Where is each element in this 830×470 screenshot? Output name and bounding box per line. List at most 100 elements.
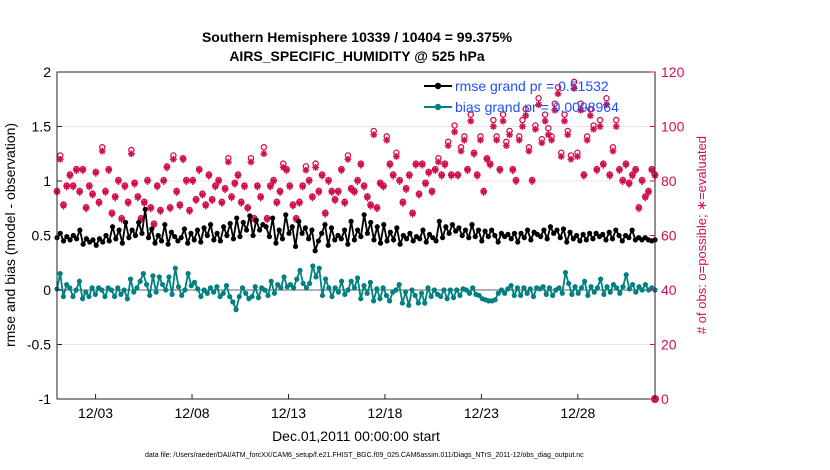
evaluated-obs-stroke bbox=[445, 142, 452, 149]
rmse-series-point bbox=[364, 230, 371, 236]
bias-series-point bbox=[633, 289, 639, 295]
bias-series-point bbox=[607, 289, 613, 295]
rmse-series-point bbox=[495, 239, 501, 245]
evaluated-obs-stroke bbox=[419, 161, 426, 168]
bias-series-point bbox=[431, 287, 437, 293]
evaluated-obs-point bbox=[399, 199, 407, 207]
evaluated-obs-stroke bbox=[144, 178, 151, 184]
evaluated-obs-stroke bbox=[199, 191, 206, 198]
rmse-series-point bbox=[158, 238, 165, 244]
rmse-series-point bbox=[606, 229, 612, 235]
bias-series-point bbox=[60, 293, 66, 300]
evaluated-obs-point bbox=[467, 117, 475, 125]
evaluated-obs-point bbox=[596, 123, 604, 130]
bias-series-point bbox=[383, 292, 389, 299]
rmse-series-point bbox=[201, 225, 207, 231]
bias-series-point bbox=[137, 278, 143, 284]
bias-series-point bbox=[332, 285, 338, 291]
evaluated-obs-stroke bbox=[209, 197, 216, 204]
bias-series-point bbox=[425, 285, 431, 291]
evaluated-obs-point bbox=[357, 161, 365, 169]
evaluated-obs-point bbox=[438, 172, 446, 179]
evaluated-obs-point bbox=[493, 136, 501, 144]
bias-series-point bbox=[582, 278, 588, 284]
evaluated-obs-point bbox=[231, 180, 239, 188]
bias-series-point bbox=[335, 289, 342, 295]
evaluated-obs-point bbox=[144, 177, 151, 185]
evaluated-obs-stroke bbox=[193, 197, 199, 204]
rmse-series-point bbox=[462, 227, 469, 233]
evaluated-obs-stroke bbox=[63, 183, 70, 190]
evaluated-obs-stroke bbox=[306, 178, 313, 184]
rmse-series-point bbox=[374, 224, 380, 230]
rmse-series-point bbox=[237, 233, 243, 240]
evaluated-obs-point bbox=[318, 172, 326, 179]
rmse-series-point bbox=[521, 235, 527, 241]
evaluated-obs-point bbox=[532, 125, 539, 133]
evaluated-obs-stroke bbox=[196, 167, 203, 174]
evaluated-obs-point bbox=[557, 153, 565, 160]
y-tick-label: 0 bbox=[43, 282, 51, 298]
evaluated-obs-stroke bbox=[642, 194, 649, 201]
bias-series-point bbox=[393, 287, 399, 293]
evaluated-obs-point bbox=[111, 193, 119, 201]
bias-series-point bbox=[380, 285, 386, 291]
rmse-series-point bbox=[175, 238, 181, 244]
evaluated-obs-point bbox=[92, 169, 100, 177]
bias-series-point bbox=[351, 285, 358, 291]
evaluated-obs-point bbox=[477, 136, 484, 144]
evaluated-obs-stroke bbox=[483, 156, 490, 163]
evaluated-obs-point bbox=[619, 177, 627, 185]
rmse-series-point bbox=[557, 235, 563, 241]
evaluated-obs-point bbox=[354, 177, 362, 185]
rmse-series-point bbox=[554, 227, 560, 233]
y-axis-right: 0 20 40 60 80 100 120 bbox=[650, 64, 685, 407]
rmse-series-point bbox=[466, 235, 472, 241]
rmse-series-point bbox=[178, 235, 184, 241]
evaluated-obs-point bbox=[244, 204, 252, 212]
evaluated-obs-stroke bbox=[477, 137, 484, 144]
evaluated-obs-point bbox=[199, 191, 206, 199]
evaluated-obs-stroke bbox=[600, 161, 607, 168]
bias-series-point bbox=[131, 289, 137, 295]
evaluated-obs-point bbox=[205, 172, 213, 179]
rmse-series-point bbox=[325, 242, 331, 248]
evaluated-obs-point bbox=[118, 215, 126, 223]
evaluated-obs-point bbox=[211, 183, 219, 190]
bias-series-point bbox=[630, 281, 636, 288]
rmse-series-point bbox=[404, 236, 410, 242]
rmse-series-point bbox=[420, 227, 426, 233]
evaluated-obs-point bbox=[480, 188, 488, 196]
bias-series-point bbox=[124, 296, 130, 302]
bias-series-point bbox=[326, 285, 332, 291]
rmse-series-point bbox=[96, 236, 103, 242]
evaluated-obs-point bbox=[593, 166, 601, 174]
evaluated-obs-stroke bbox=[121, 183, 128, 190]
bias-series-point bbox=[227, 293, 233, 300]
bias-series-point bbox=[514, 285, 521, 291]
rmse-series-point bbox=[119, 240, 125, 246]
rmse-series-point bbox=[83, 236, 90, 242]
rmse-series-point bbox=[315, 238, 322, 244]
evaluated-obs-point bbox=[215, 177, 223, 185]
rmse-series-point bbox=[459, 232, 465, 239]
evaluated-obs-point bbox=[186, 207, 193, 215]
bias-series-point bbox=[418, 290, 425, 296]
evaluated-obs-point bbox=[519, 123, 526, 130]
evaluated-obs-point bbox=[506, 131, 513, 139]
evaluated-obs-point bbox=[548, 136, 555, 144]
evaluated-obs-stroke bbox=[496, 167, 503, 174]
evaluated-obs-point bbox=[451, 128, 458, 136]
bias-series-point bbox=[466, 290, 473, 296]
evaluated-obs-point bbox=[599, 161, 607, 169]
bias-series-point bbox=[415, 300, 421, 306]
rmse-series-point bbox=[129, 227, 135, 233]
evaluated-obs-point bbox=[176, 202, 184, 209]
bias-series-point bbox=[300, 280, 306, 287]
evaluated-obs-point bbox=[483, 155, 491, 163]
evaluated-obs-point bbox=[328, 188, 336, 196]
bias-series-point bbox=[623, 272, 629, 278]
bias-series-point bbox=[358, 296, 364, 302]
evaluated-obs-point bbox=[147, 204, 155, 212]
bias-series-point bbox=[255, 295, 262, 301]
